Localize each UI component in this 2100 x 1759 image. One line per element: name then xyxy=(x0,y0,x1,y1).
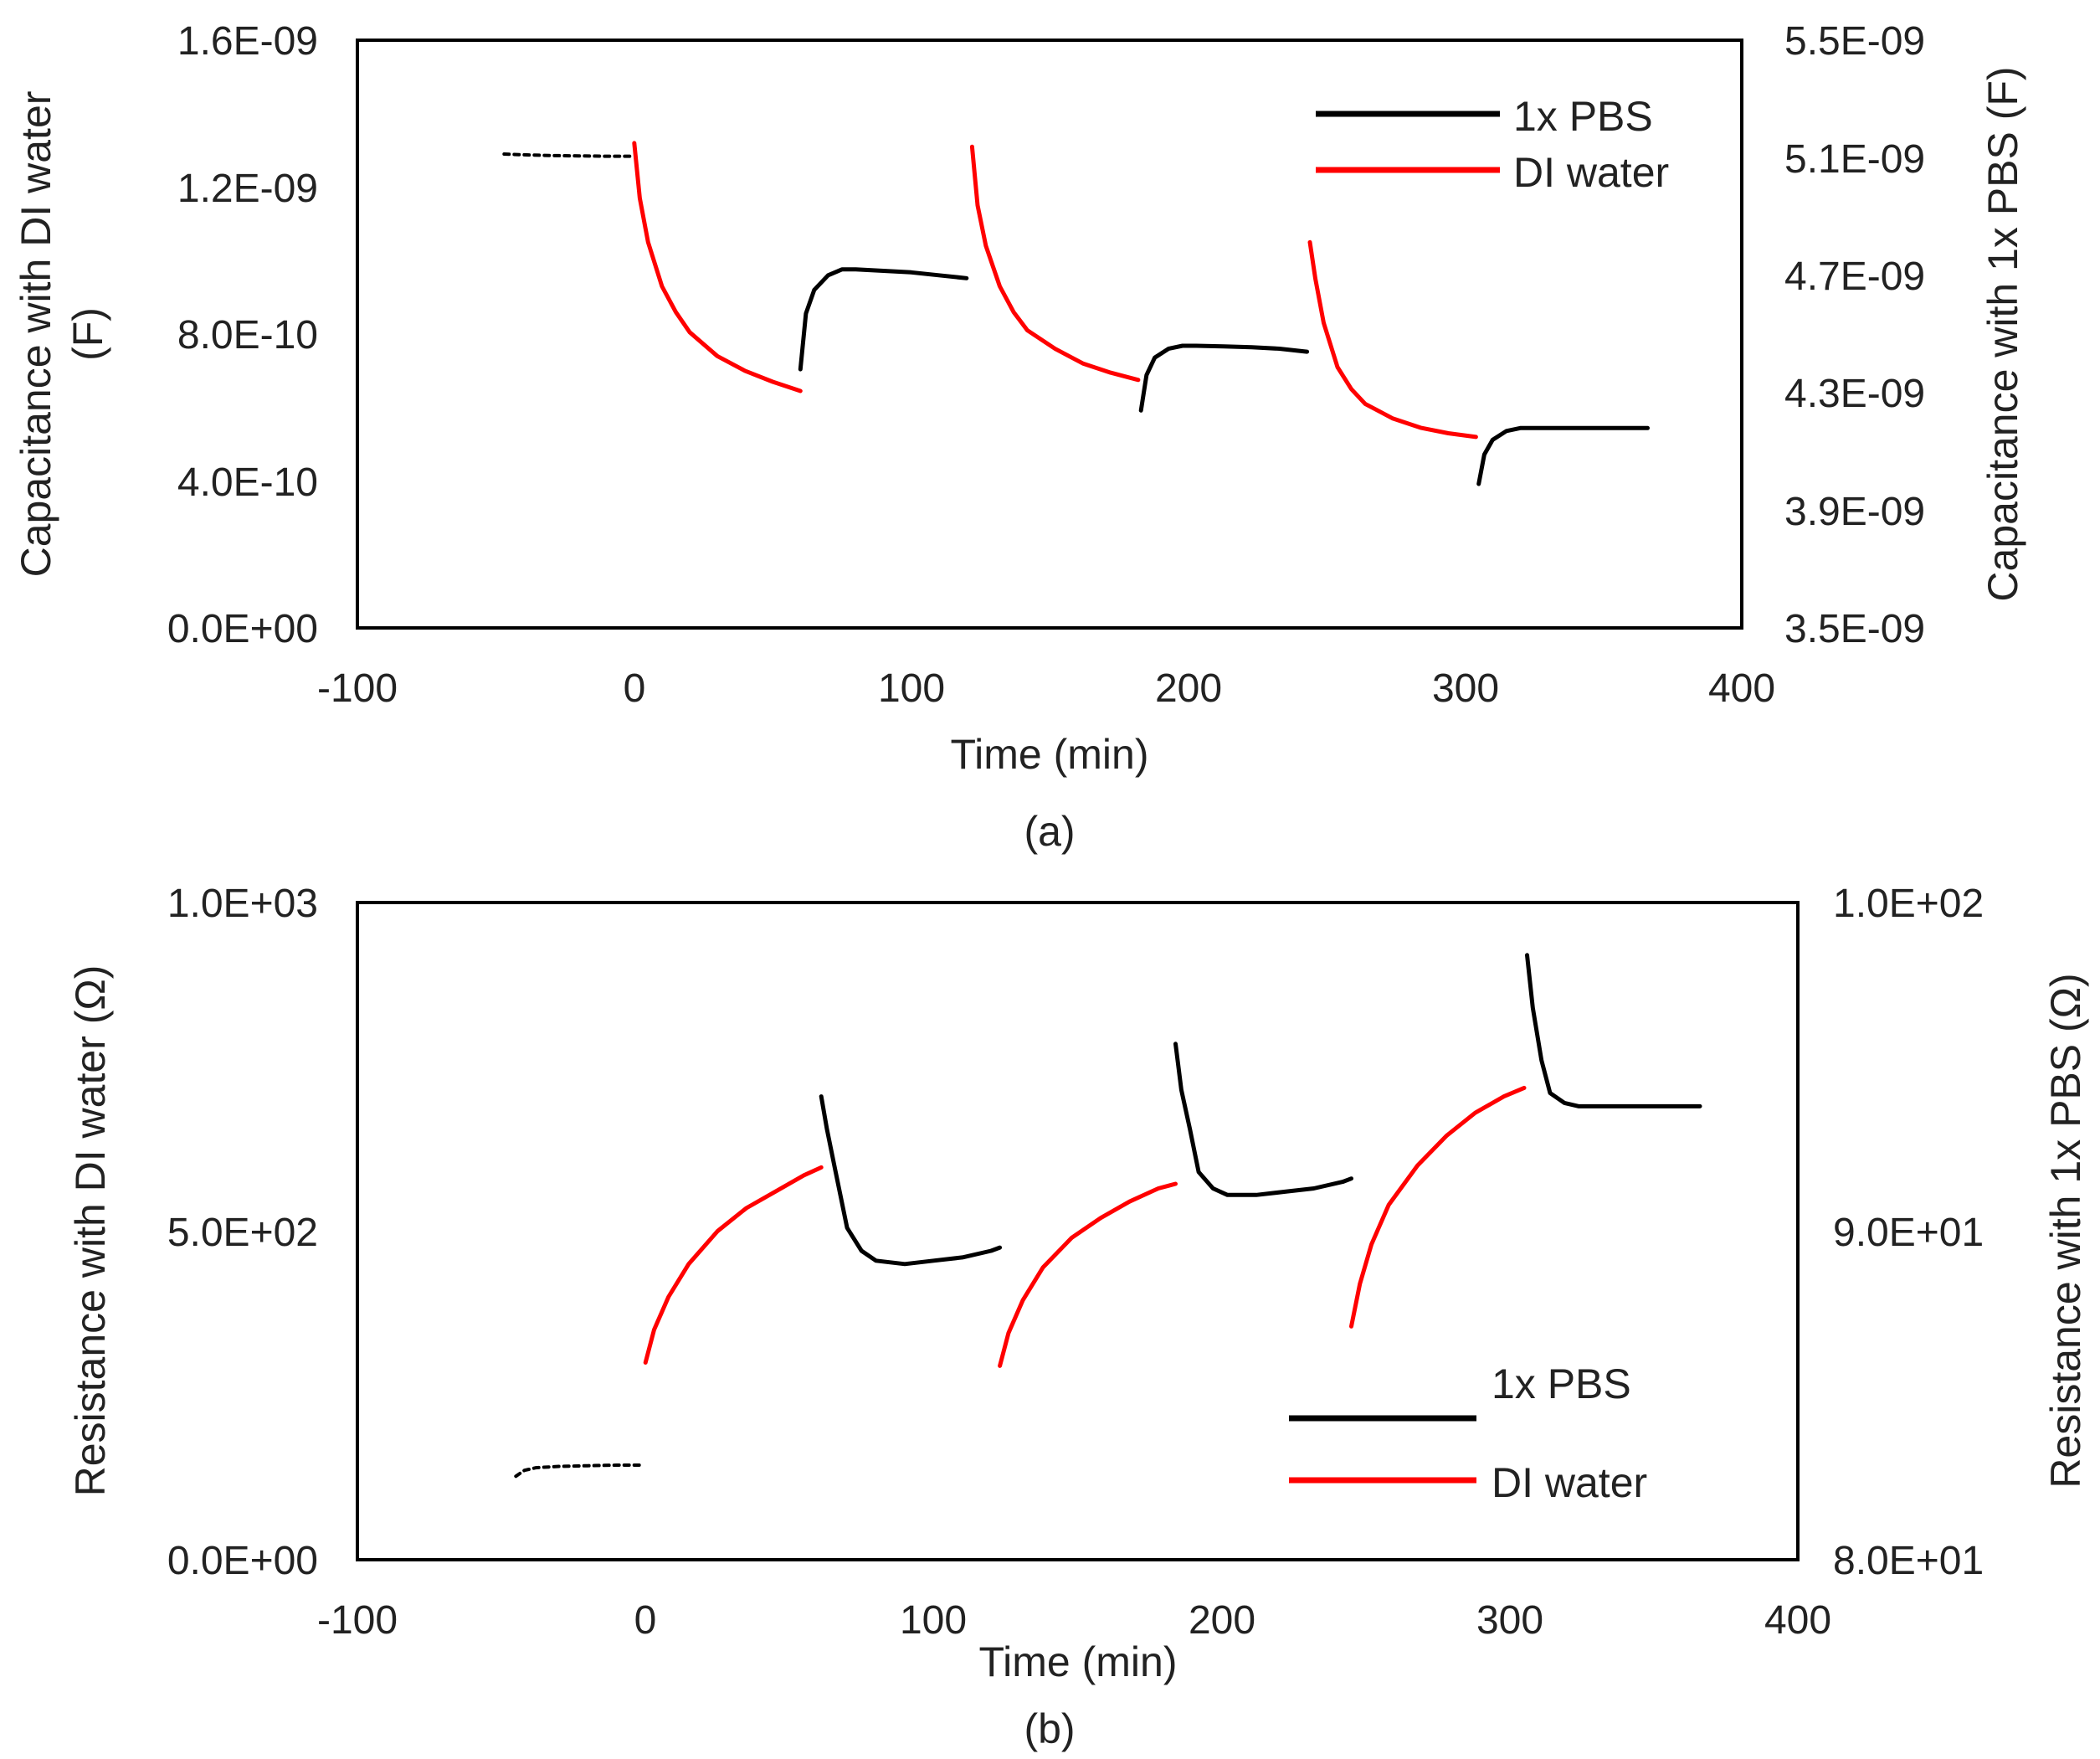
chart-b-series-pbs-line xyxy=(819,1094,1003,1267)
chart-a-legend-label-pbs: 1x PBS xyxy=(1513,93,1653,140)
chart-a-ytick-label: 1.2E-09 xyxy=(177,167,318,211)
chart-a-series-pbs-line xyxy=(1138,343,1310,413)
chart-a: -100 0 100 200 300 400 0.0E+00 4.0E-10 8… xyxy=(13,19,2026,855)
chart-a-xtick-label: -100 xyxy=(317,666,398,711)
chart-b-xtick-label: 400 xyxy=(1764,1598,1831,1643)
chart-a-ylabel-line-2: (F) xyxy=(64,307,111,361)
chart-a-ytick-label: 8.0E-10 xyxy=(177,313,318,357)
chart-b-series-di-water-line xyxy=(998,1181,1178,1368)
chart-b-legend-label-pbs: 1x PBS xyxy=(1492,1360,1631,1407)
chart-b-series-di-water-line xyxy=(643,1165,824,1365)
chart-a-series-di-water-line xyxy=(969,144,1141,383)
chart-a-series-di-water-line xyxy=(632,141,803,393)
chart-b-series-baseline-line xyxy=(514,1463,644,1479)
chart-a-series-baseline-line xyxy=(502,152,634,158)
chart-a-y2tick-label: 5.1E-09 xyxy=(1784,137,1925,182)
chart-a-xtick-label: 100 xyxy=(878,666,945,711)
chart-a-series-group xyxy=(502,141,1650,486)
chart-a-ytick-label: 4.0E-10 xyxy=(177,460,318,505)
chart-a-ylabel: Capacitance with DI water (F) xyxy=(13,91,111,578)
chart-b-caption: (b) xyxy=(1024,1705,1075,1752)
chart-a-y2tick-label: 4.7E-09 xyxy=(1784,255,1925,299)
chart-a-y2tick-label: 5.5E-09 xyxy=(1784,19,1925,64)
chart-a-y2tick-label: 4.3E-09 xyxy=(1784,372,1925,416)
chart-a-xlabel: Time (min) xyxy=(950,731,1148,778)
chart-a-y2label: Capacitance with 1x PBS (F) xyxy=(1979,66,2026,601)
chart-a-xtick-label: 300 xyxy=(1432,666,1499,711)
chart-a-caption: (a) xyxy=(1024,808,1075,855)
chart-b-xtick-label: 100 xyxy=(900,1598,967,1643)
chart-b-xtick-label: 0 xyxy=(634,1598,657,1643)
chart-b-plot-frame xyxy=(356,901,1800,1561)
chart-b-xlabel: Time (min) xyxy=(978,1638,1177,1685)
chart-b-y2label: Resistance with 1x PBS (Ω) xyxy=(2042,973,2089,1488)
chart-a-series-pbs-line xyxy=(1476,425,1650,486)
chart-b-xtick-label: -100 xyxy=(317,1598,398,1643)
chart-b-series-pbs-line xyxy=(1525,953,1702,1108)
chart-a-plot-frame xyxy=(356,39,1743,630)
chart-a-y2tick-label: 3.9E-09 xyxy=(1784,490,1925,534)
chart-b-legend: 1x PBS DI water xyxy=(1289,1360,1647,1506)
chart-a-legend: 1x PBS DI water xyxy=(1316,93,1669,196)
chart-b-ytick-label: 1.0E+03 xyxy=(167,882,318,926)
chart-a-y2tick-label: 3.5E-09 xyxy=(1784,607,1925,651)
chart-b-legend-label-di: DI water xyxy=(1492,1459,1647,1506)
chart-a-ytick-label: 0.0E+00 xyxy=(167,607,318,651)
chart-a-series-di-water-line xyxy=(1307,239,1478,440)
chart-a-ylabel-line-1: Capacitance with DI water xyxy=(13,91,59,578)
chart-b-y2tick-label: 8.0E+01 xyxy=(1833,1539,1984,1583)
chart-b-ytick-label: 5.0E+02 xyxy=(167,1211,318,1255)
chart-b-ytick-label: 0.0E+00 xyxy=(167,1539,318,1583)
chart-b-y2tick-label: 1.0E+02 xyxy=(1833,882,1984,926)
chart-b-series-group xyxy=(514,953,1702,1479)
chart-b-series-di-water-line xyxy=(1349,1085,1527,1329)
chart-a-xtick-label: 400 xyxy=(1708,666,1775,711)
chart-a-xtick-label: 0 xyxy=(624,666,646,711)
chart-b: -100 0 100 200 300 400 0.0E+00 5.0E+02 1… xyxy=(67,882,2089,1752)
chart-b-xtick-label: 200 xyxy=(1189,1598,1255,1643)
chart-a-ytick-label: 1.6E-09 xyxy=(177,19,318,64)
chart-a-legend-label-di: DI water xyxy=(1513,149,1669,196)
chart-b-ylabel: Resistance with DI water (Ω) xyxy=(67,965,114,1497)
chart-a-xtick-label: 200 xyxy=(1155,666,1222,711)
chart-b-xtick-label: 300 xyxy=(1476,1598,1543,1643)
chart-b-series-pbs-line xyxy=(1173,1042,1353,1197)
chart-a-series-pbs-line xyxy=(798,267,969,372)
chart-b-y2tick-label: 9.0E+01 xyxy=(1833,1211,1984,1255)
